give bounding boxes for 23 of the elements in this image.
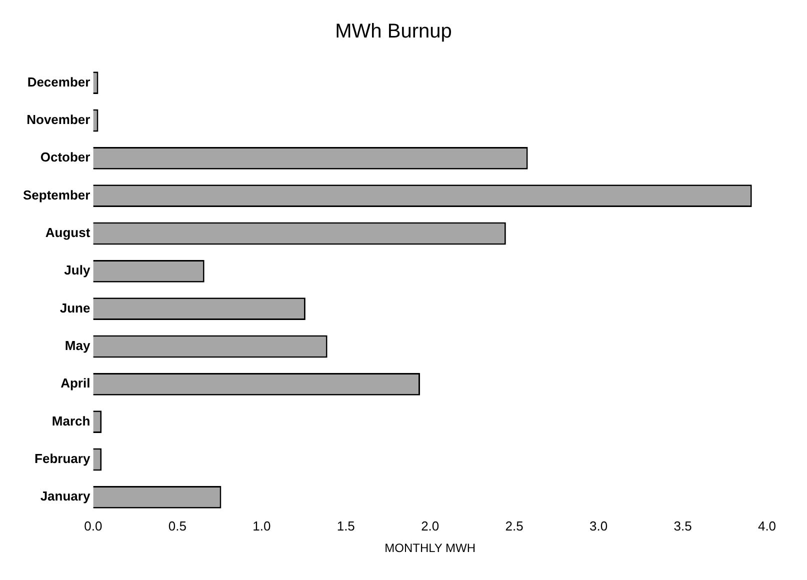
y-tick-label: August (45, 225, 91, 240)
y-tick-label: July (64, 262, 91, 278)
x-tick-label: 0.5 (168, 518, 186, 534)
x-tick-label: 2.0 (421, 518, 440, 534)
y-tick-label: October (40, 150, 90, 165)
x-tick-label: 4.0 (758, 518, 776, 534)
x-tick-label: 0.0 (84, 518, 102, 534)
y-tick-label: April (60, 376, 90, 391)
y-tick-label: June (60, 300, 90, 316)
y-tick-label: November (26, 112, 90, 128)
y-tick-label: February (34, 451, 91, 466)
x-tick-label: 1.0 (252, 518, 271, 534)
x-tick-label: 3.0 (590, 518, 608, 534)
chart-title: MWh Burnup (335, 20, 452, 43)
y-tick-label: December (27, 74, 90, 90)
x-axis-title: MONTHLY MWH (384, 541, 476, 556)
y-tick-label: May (64, 338, 91, 354)
y-tick-label: September (22, 187, 90, 202)
x-tick-label: 3.5 (674, 518, 692, 534)
x-tick-label: 1.5 (336, 518, 355, 534)
y-tick-label: March (52, 413, 90, 428)
x-tick-label: 2.5 (505, 518, 524, 534)
y-tick-label: January (40, 488, 91, 504)
